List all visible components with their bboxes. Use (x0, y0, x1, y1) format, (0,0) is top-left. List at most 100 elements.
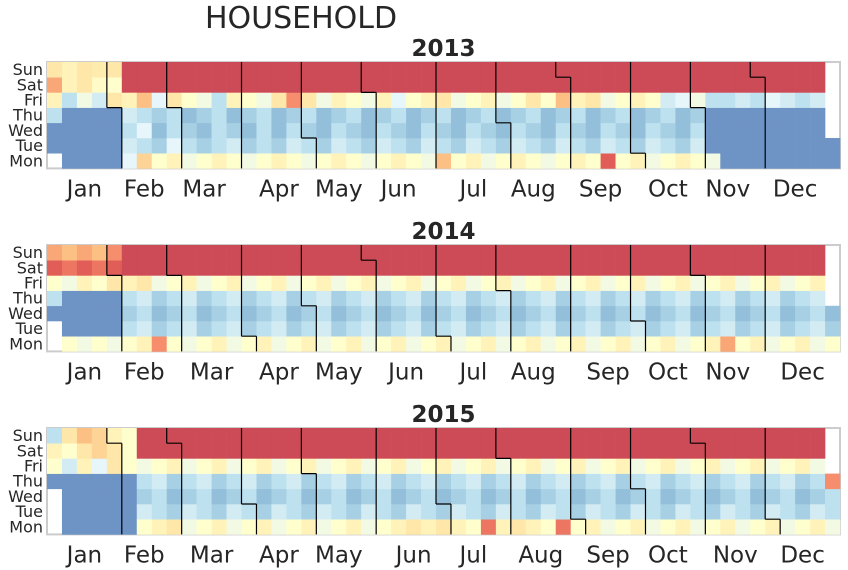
day-cell (256, 77, 272, 93)
day-cell (465, 321, 482, 337)
day-cell (510, 290, 527, 307)
day-cell (346, 488, 362, 505)
day-cell (256, 473, 272, 490)
day-cell (540, 260, 557, 276)
day-cell (421, 321, 437, 337)
day-cell (690, 138, 706, 154)
day-cell (91, 138, 108, 154)
day-cell (585, 260, 601, 276)
day-cell (675, 488, 691, 505)
day-cell (226, 153, 242, 169)
day-cell (346, 245, 362, 261)
day-cell (271, 77, 287, 93)
day-cell (495, 443, 512, 459)
day-cell (465, 336, 482, 352)
day-cell (301, 321, 317, 337)
day-cell (780, 305, 796, 322)
day-cell (450, 275, 467, 291)
day-cell (106, 138, 123, 154)
day-cell (705, 153, 721, 169)
day-cell (525, 504, 542, 520)
day-cell (600, 473, 616, 490)
day-cell (645, 122, 661, 139)
day-cell (286, 138, 302, 154)
month-label-aug: Aug (511, 176, 556, 202)
day-cell (465, 504, 482, 520)
month-borders (106, 428, 781, 535)
day-cell (376, 138, 392, 154)
day-cell (346, 138, 362, 154)
day-cell (271, 245, 287, 261)
day-cell (645, 504, 661, 520)
day-cell (735, 336, 751, 352)
day-cell (720, 443, 736, 459)
day-cell (226, 62, 242, 78)
day-cell (705, 428, 721, 444)
day-cell (600, 305, 616, 322)
day-cell (241, 519, 257, 535)
day-cell (510, 62, 527, 78)
day-cell (391, 519, 407, 535)
day-cell (510, 107, 527, 124)
day-cell (286, 473, 302, 490)
day-cell (555, 321, 571, 337)
day-cell (720, 138, 736, 154)
day-cell (615, 122, 631, 139)
day-cell (151, 62, 167, 78)
day-cell (735, 473, 751, 490)
day-cell (256, 62, 272, 78)
day-cell (391, 92, 407, 108)
day-cell (181, 77, 197, 93)
day-cell (615, 336, 631, 352)
day-cell (76, 488, 93, 505)
day-cell (316, 260, 332, 276)
day-cell (780, 428, 796, 444)
day-cell (346, 305, 362, 322)
day-cell (76, 107, 93, 124)
day-cell (346, 92, 362, 108)
day-cell (585, 138, 601, 154)
day-cell (47, 443, 63, 459)
day-cell (510, 305, 527, 322)
day-cell (331, 77, 347, 93)
day-cell (136, 519, 153, 535)
day-cell (675, 321, 691, 337)
day-cell (465, 92, 482, 108)
day-cell (735, 504, 751, 520)
day-cell (495, 138, 512, 154)
day-cell (690, 305, 706, 322)
day-cell (196, 443, 212, 459)
day-cell (645, 336, 661, 352)
day-cell (406, 336, 422, 352)
day-cell (181, 153, 197, 169)
day-cell (376, 290, 392, 307)
day-cell (226, 122, 242, 139)
day-cell (47, 122, 63, 139)
day-cell (436, 153, 452, 169)
day-cell (91, 336, 108, 352)
day-cell (241, 488, 257, 505)
day-cell (91, 504, 108, 520)
day-cell (151, 519, 167, 535)
day-cell (271, 290, 287, 307)
day-cell (76, 260, 93, 276)
day-cell (705, 321, 721, 337)
day-cell (331, 443, 347, 459)
day-cell (615, 458, 631, 474)
day-cell (301, 138, 317, 154)
day-cell (331, 519, 347, 535)
day-cell (675, 122, 691, 139)
day-cell (630, 458, 646, 474)
day-cell (256, 458, 272, 474)
day-cell (166, 504, 182, 520)
day-cell (361, 321, 377, 337)
day-cell (540, 504, 557, 520)
day-cell (301, 428, 317, 444)
day-cell (376, 77, 392, 93)
day-cell (705, 290, 721, 307)
day-cell (480, 275, 497, 291)
day-cell (421, 519, 437, 535)
day-cell (166, 336, 182, 352)
day-cell (615, 77, 631, 93)
